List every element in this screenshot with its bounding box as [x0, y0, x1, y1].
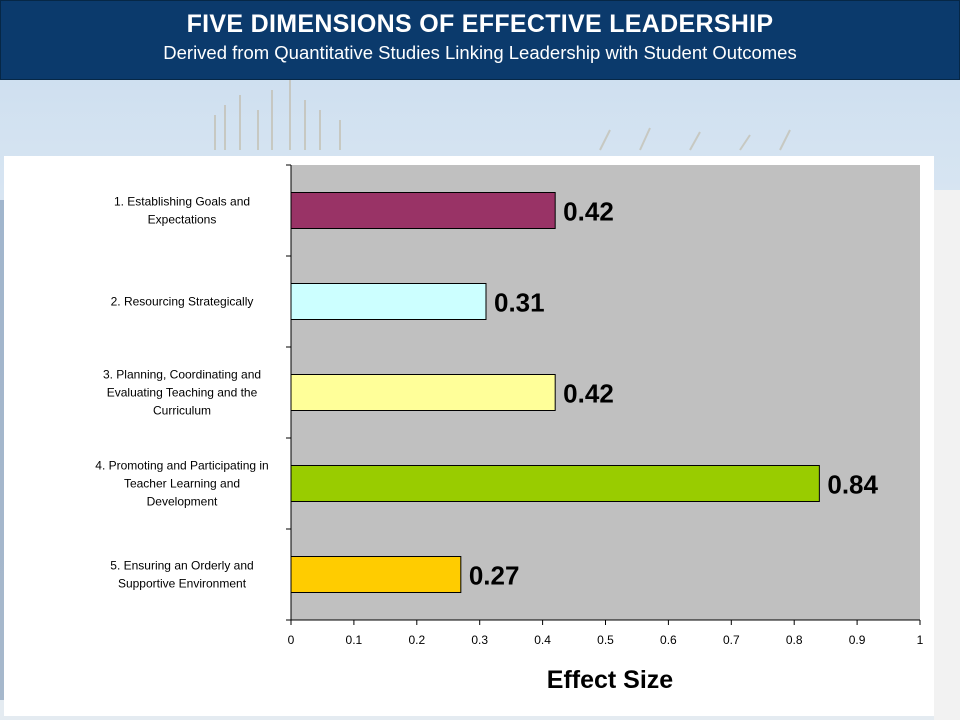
category-label-3: 3. Planning, Coordinating and Evaluating … — [103, 368, 261, 418]
x-tick-label: 1 — [917, 633, 924, 647]
bar-5 — [290, 556, 462, 593]
category-label-4: 4. Promoting and Participating in Teacher… — [95, 459, 268, 509]
slide-subtitle: Derived from Quantitative Studies Linkin… — [163, 42, 797, 63]
category-label-1: 1. Establishing Goals and Expectations — [114, 195, 250, 227]
x-tick-label: 0.4 — [534, 633, 551, 647]
slide-title: FIVE DIMENSIONS OF EFFECTIVE LEADERSHIP — [186, 10, 774, 38]
x-axis-title: Effect Size — [547, 666, 674, 694]
x-tick-label: 0.3 — [471, 633, 488, 647]
x-tick-label: 0.8 — [786, 633, 803, 647]
x-tick-label: 0.6 — [660, 633, 677, 647]
x-tick-label: 0.2 — [408, 633, 425, 647]
data-label-4: 0.84 — [827, 470, 878, 500]
x-tick-label: 0.7 — [723, 633, 740, 647]
data-label-5: 0.27 — [469, 561, 520, 591]
bar-2 — [290, 283, 487, 320]
category-label-5: 5. Ensuring an Orderly and Supportive Env… — [110, 559, 253, 591]
data-label-3: 0.42 — [563, 379, 614, 409]
x-tick-label: 0.5 — [597, 633, 614, 647]
bar-4 — [290, 465, 820, 502]
x-tick-label: 0 — [288, 633, 295, 647]
bar-1 — [290, 192, 556, 229]
category-label-2: 2. Resourcing Strategically — [111, 295, 254, 309]
x-tick-label: 0.1 — [346, 633, 363, 647]
bar-3 — [290, 374, 556, 411]
background-strip — [934, 190, 960, 720]
slide-header: FIVE DIMENSIONS OF EFFECTIVE LEADERSHIP … — [0, 0, 960, 80]
x-tick-label: 0.9 — [849, 633, 866, 647]
data-label-1: 0.42 — [563, 197, 614, 227]
data-label-2: 0.31 — [494, 288, 545, 318]
